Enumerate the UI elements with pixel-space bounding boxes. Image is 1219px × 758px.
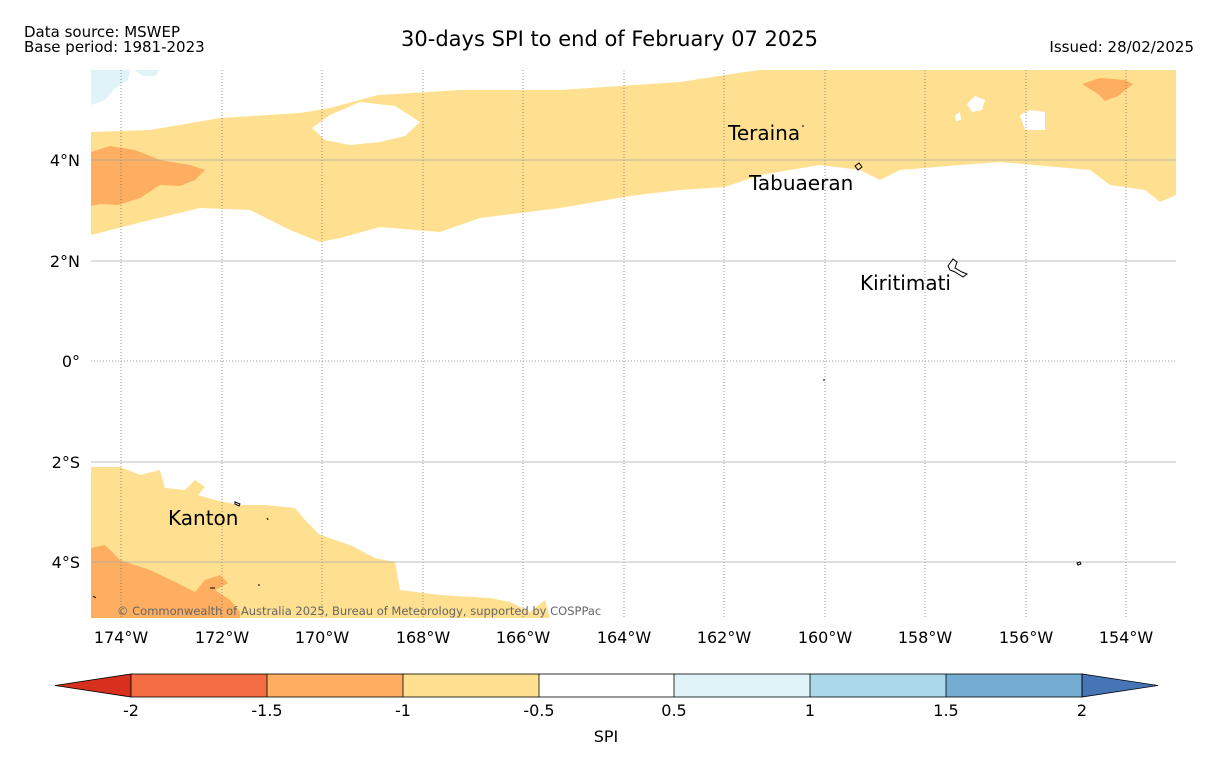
colorbar-segment xyxy=(539,674,674,697)
colorbar-segment xyxy=(810,674,946,697)
colorbar-tick-label: 1 xyxy=(805,701,815,720)
spi-field-north-hole xyxy=(312,102,420,145)
lon-label: 168°W xyxy=(396,628,451,647)
lon-label: 158°W xyxy=(898,628,953,647)
base-period-label: Base period: 1981-2023 xyxy=(24,38,205,56)
colorbar-segment xyxy=(131,674,267,697)
colorbar-outline xyxy=(130,673,1083,698)
lon-label: 162°W xyxy=(697,628,752,647)
issued-date-label: Issued: 28/02/2025 xyxy=(1049,38,1194,56)
colorbar-segment xyxy=(267,674,403,697)
spi-field-north-hole-4 xyxy=(955,112,961,121)
place-label-tabuaeran: Tabuaeran xyxy=(748,171,853,195)
lon-label: 166°W xyxy=(496,628,551,647)
spi-field-wet-patch xyxy=(91,70,130,105)
meridian-gridlines xyxy=(120,70,1127,618)
lat-label: 4°S xyxy=(52,553,80,572)
lon-label: 154°W xyxy=(1099,628,1154,647)
spi-field-north-dry-patch xyxy=(91,146,205,206)
colorbar: -2 -1.5 -1 -0.5 0.5 1 1.5 2 SPI xyxy=(54,673,1159,746)
longitude-labels: 174°W 172°W 170°W 168°W 166°W 164°W 162°… xyxy=(94,628,1154,647)
colorbar-tick-label: -1.5 xyxy=(251,701,282,720)
place-label-teraina: Teraina xyxy=(727,121,800,145)
colorbar-low-extension xyxy=(54,673,132,698)
colorbar-tick-label: -0.5 xyxy=(523,701,554,720)
lon-label: 164°W xyxy=(597,628,652,647)
parallel-gridlines xyxy=(91,159,1176,563)
spi-field-wet-patch-2 xyxy=(135,70,160,76)
data-source-label: Data source: MSWEP xyxy=(24,23,181,41)
lon-label: 174°W xyxy=(94,628,149,647)
colorbar-high-extension xyxy=(1081,673,1159,698)
place-label-kiritimati: Kiritimati xyxy=(860,271,951,295)
colorbar-title: SPI xyxy=(594,727,619,746)
lat-label: 2°N xyxy=(50,252,80,271)
lat-label: 4°N xyxy=(50,151,80,170)
colorbar-segment xyxy=(674,674,810,697)
lon-label: 160°W xyxy=(798,628,853,647)
lon-label: 172°W xyxy=(195,628,250,647)
colorbar-tick-label: 2 xyxy=(1077,701,1087,720)
copyright-notice: © Commonwealth of Australia 2025, Bureau… xyxy=(117,604,601,618)
island-outlines xyxy=(92,125,1082,599)
lon-label: 156°W xyxy=(999,628,1054,647)
place-label-kanton: Kanton xyxy=(168,506,238,530)
spi-field-south-dry-patch xyxy=(91,545,240,618)
colorbar-segment xyxy=(946,674,1082,697)
spi-field-north-hole-2 xyxy=(967,96,985,112)
lat-label: 0° xyxy=(62,352,80,371)
colorbar-tick-label: -2 xyxy=(123,701,139,720)
lon-label: 170°W xyxy=(295,628,350,647)
spi-field-north-dry-patch-2 xyxy=(1082,78,1133,101)
latitude-labels: 4°N 2°N 0° 2°S 4°S xyxy=(50,151,80,572)
map-title: 30-days SPI to end of February 07 2025 xyxy=(401,27,818,51)
colorbar-tick-label: -1 xyxy=(395,701,411,720)
colorbar-tick-label: 1.5 xyxy=(933,701,958,720)
lat-label: 2°S xyxy=(52,453,80,472)
colorbar-segment xyxy=(403,674,539,697)
colorbar-tick-label: 0.5 xyxy=(661,701,686,720)
